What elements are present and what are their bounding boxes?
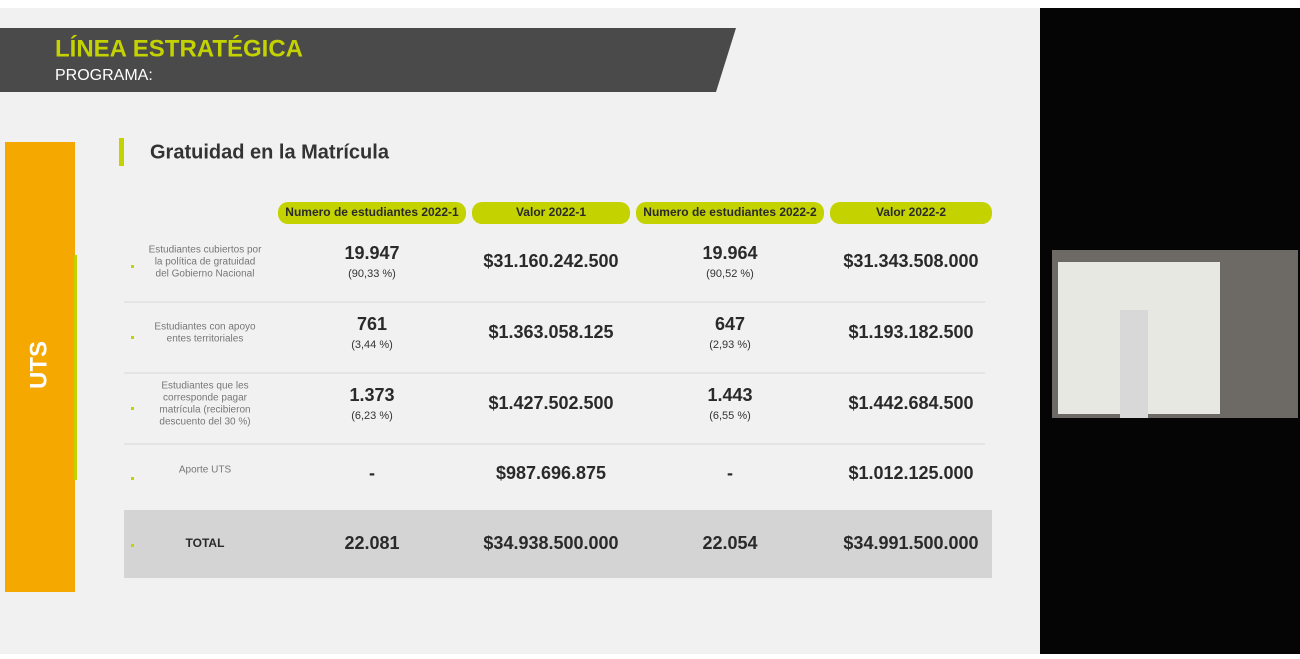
row-label: Estudiantes cubiertos por — [149, 245, 263, 256]
cell-percentage: (3,44 %) — [351, 339, 393, 351]
cell-value: - — [727, 463, 733, 483]
cell-value: 1.373 — [349, 385, 394, 405]
row-label: descuento del 30 %) — [159, 417, 250, 428]
cell-value: $987.696.875 — [496, 463, 606, 483]
row-label: la política de gratuidad — [155, 257, 256, 268]
bullet — [131, 407, 134, 410]
cell-value: $1.012.125.000 — [848, 463, 973, 483]
cell-value: $1.193.182.500 — [848, 322, 973, 342]
row-label: Estudiantes que les — [161, 381, 248, 392]
cell-value: 19.964 — [702, 243, 757, 263]
section-accent — [119, 138, 124, 166]
cell-value: $34.938.500.000 — [483, 533, 618, 553]
column-header: Valor 2022-2 — [876, 205, 946, 219]
column-header: Numero de estudiantes 2022-1 — [285, 205, 459, 219]
cell-value: - — [369, 463, 375, 483]
cell-percentage: (6,23 %) — [351, 410, 393, 422]
header-subtitle: PROGRAMA: — [55, 67, 153, 84]
cell-percentage: (6,55 %) — [709, 410, 751, 422]
cell-value: 1.443 — [707, 385, 752, 405]
bullet — [131, 544, 134, 547]
bullet — [131, 336, 134, 339]
header-title: LÍNEA ESTRATÉGICA — [55, 34, 303, 62]
column-header: Numero de estudiantes 2022-2 — [643, 205, 817, 219]
row-label: matrícula (recibieron — [159, 405, 250, 416]
cell-value: 22.081 — [344, 533, 399, 553]
bullet — [131, 265, 134, 268]
cell-value: $31.160.242.500 — [483, 251, 618, 271]
cell-value: $1.363.058.125 — [488, 322, 613, 342]
total-label: TOTAL — [186, 536, 225, 550]
cell-value: $1.427.502.500 — [488, 393, 613, 413]
row-label: Estudiantes con apoyo — [154, 322, 256, 333]
cell-percentage: (90,52 %) — [706, 268, 754, 280]
speaker — [1120, 310, 1148, 418]
section-title: Gratuidad en la Matrícula — [150, 141, 390, 163]
row-label: corresponde pagar — [163, 393, 248, 404]
cell-value: $34.991.500.000 — [843, 533, 978, 553]
row-label: entes territoriales — [167, 334, 244, 345]
screen: LÍNEA ESTRATÉGICA PROGRAMA: UTS Gratuida… — [0, 0, 1300, 654]
cell-value: 19.947 — [344, 243, 399, 263]
bullet — [131, 477, 134, 480]
cell-value: 647 — [715, 314, 745, 334]
cell-percentage: (90,33 %) — [348, 268, 396, 280]
cell-value: $1.442.684.500 — [848, 393, 973, 413]
cell-value: 761 — [357, 314, 387, 334]
cell-value: 22.054 — [702, 533, 757, 553]
row-label: del Gobierno Nacional — [156, 269, 255, 280]
side-accent — [74, 255, 77, 480]
row-label: Aporte UTS — [179, 465, 232, 476]
cell-value: $31.343.508.000 — [843, 251, 978, 271]
column-header: Valor 2022-1 — [516, 205, 586, 219]
side-label: UTS — [25, 341, 52, 389]
cell-percentage: (2,93 %) — [709, 339, 751, 351]
